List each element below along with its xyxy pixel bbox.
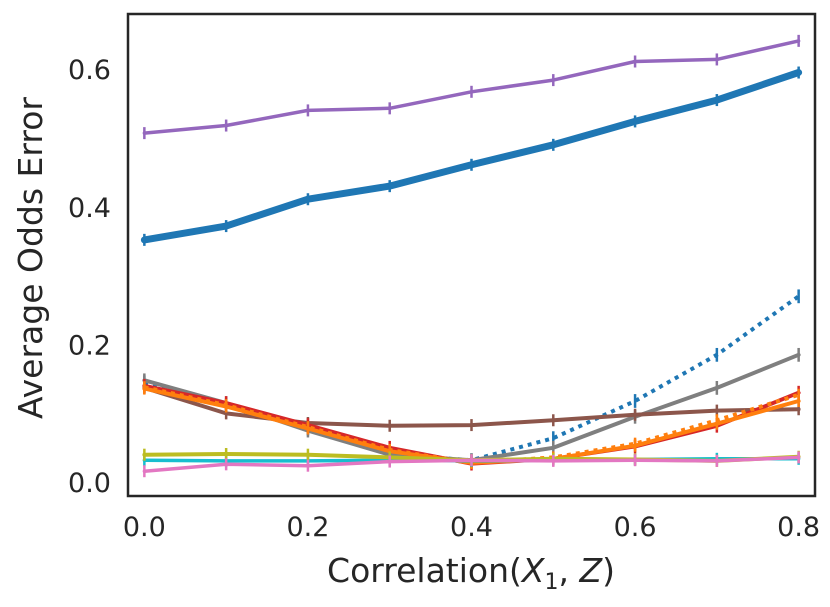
x-axis-label-subscript: 1 (544, 570, 558, 595)
y-tick-label: 0.6 (68, 55, 111, 86)
x-axis-label-var-z: Z (578, 551, 603, 590)
series-pink (142, 451, 801, 478)
y-tick-label: 0.2 (68, 331, 111, 362)
x-tick-label: 0.0 (123, 512, 166, 543)
x-axis-label-word: Correlation( (327, 551, 522, 590)
x-tick-label: 0.8 (777, 512, 820, 543)
x-axis-ticks: 0.0 0.2 0.4 0.6 0.8 (123, 512, 820, 543)
series-blue (140, 66, 803, 246)
x-axis-label-close: ) (602, 551, 615, 590)
series-layer (140, 34, 803, 478)
plot-frame (126, 12, 817, 498)
x-axis-label-comma: , (558, 551, 579, 590)
y-tick-label: 0.4 (68, 193, 111, 224)
x-axis-label: Correlation(X1, Z) (327, 551, 615, 595)
x-axis-label-var-x: X (520, 551, 546, 590)
series-purple (142, 34, 801, 140)
series-blue-dotted (143, 289, 800, 468)
x-tick-label: 0.4 (450, 512, 493, 543)
y-tick-label: 0.0 (68, 468, 111, 499)
x-tick-label: 0.6 (614, 512, 657, 543)
series-line-blue-dotted (143, 294, 800, 463)
x-tick-label: 0.2 (286, 512, 329, 543)
y-axis-label: Average Odds Error (11, 97, 50, 419)
y-axis-ticks: 0.0 0.2 0.4 0.6 (68, 55, 111, 499)
